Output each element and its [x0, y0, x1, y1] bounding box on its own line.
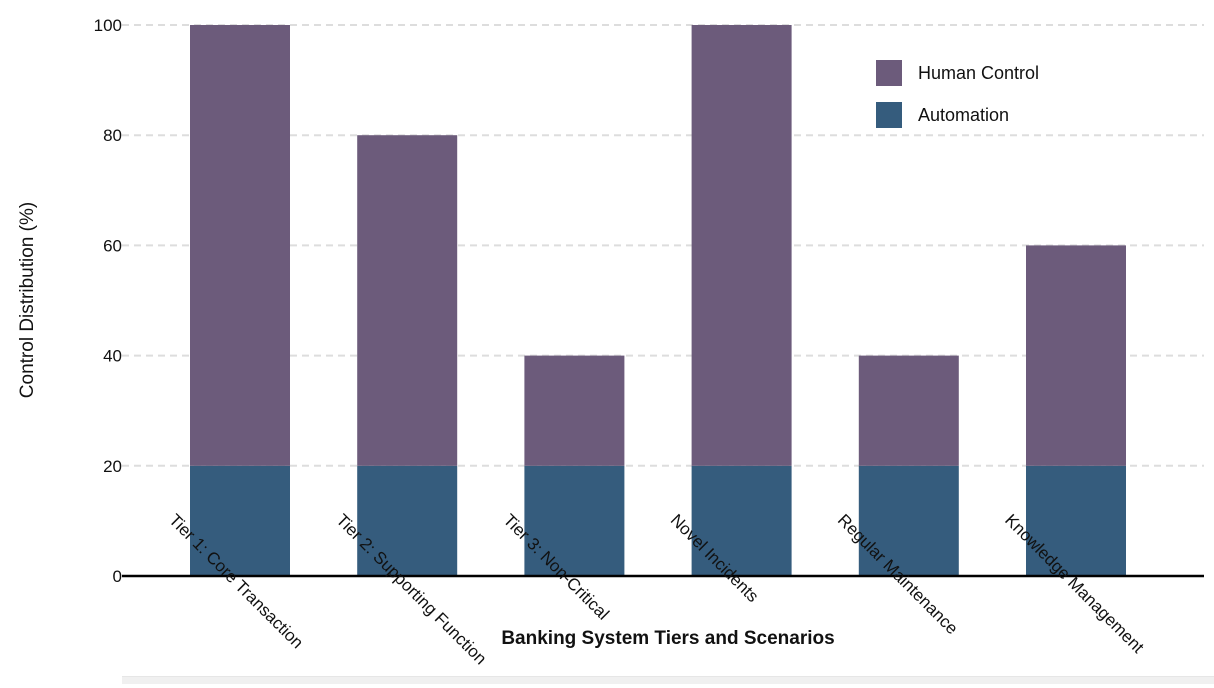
- bar-automation-3[interactable]: [524, 465, 625, 576]
- bar-human-control-3[interactable]: [524, 355, 625, 466]
- legend-label-automation[interactable]: Automation: [918, 105, 1009, 125]
- y-tick-label: 40: [103, 347, 122, 366]
- y-tick-label: 0: [113, 567, 122, 586]
- bar-automation-6[interactable]: [1026, 465, 1126, 576]
- bar-automation-1[interactable]: [190, 465, 290, 576]
- y-tick-label: 20: [103, 457, 122, 476]
- bar-human-control-2[interactable]: [357, 135, 458, 466]
- legend-swatch-automation: [876, 102, 902, 128]
- bar-automation-2[interactable]: [357, 465, 458, 576]
- bar-human-control-5[interactable]: [858, 355, 959, 466]
- bar-automation-4[interactable]: [691, 465, 792, 576]
- x-axis-title: Banking System Tiers and Scenarios: [501, 628, 834, 649]
- y-axis-title: Control Distribution (%): [17, 202, 38, 398]
- bars: [190, 25, 1126, 576]
- bar-human-control-6[interactable]: [1026, 245, 1126, 466]
- legend-label-human-control[interactable]: Human Control: [918, 63, 1039, 83]
- grid-lines: [122, 24, 1204, 467]
- legend[interactable]: Human Control Automation: [876, 60, 1039, 128]
- y-tick-label: 80: [103, 126, 122, 145]
- y-tick-label: 100: [94, 16, 122, 35]
- bottom-strip: [122, 676, 1214, 684]
- bar-human-control-4[interactable]: [691, 25, 792, 466]
- y-tick-label: 60: [103, 236, 122, 255]
- bar-automation-5[interactable]: [858, 465, 959, 576]
- y-tick-labels: 0 20 40 60 80 100: [94, 16, 122, 586]
- bar-human-control-1[interactable]: [190, 25, 290, 466]
- legend-swatch-human-control: [876, 60, 902, 86]
